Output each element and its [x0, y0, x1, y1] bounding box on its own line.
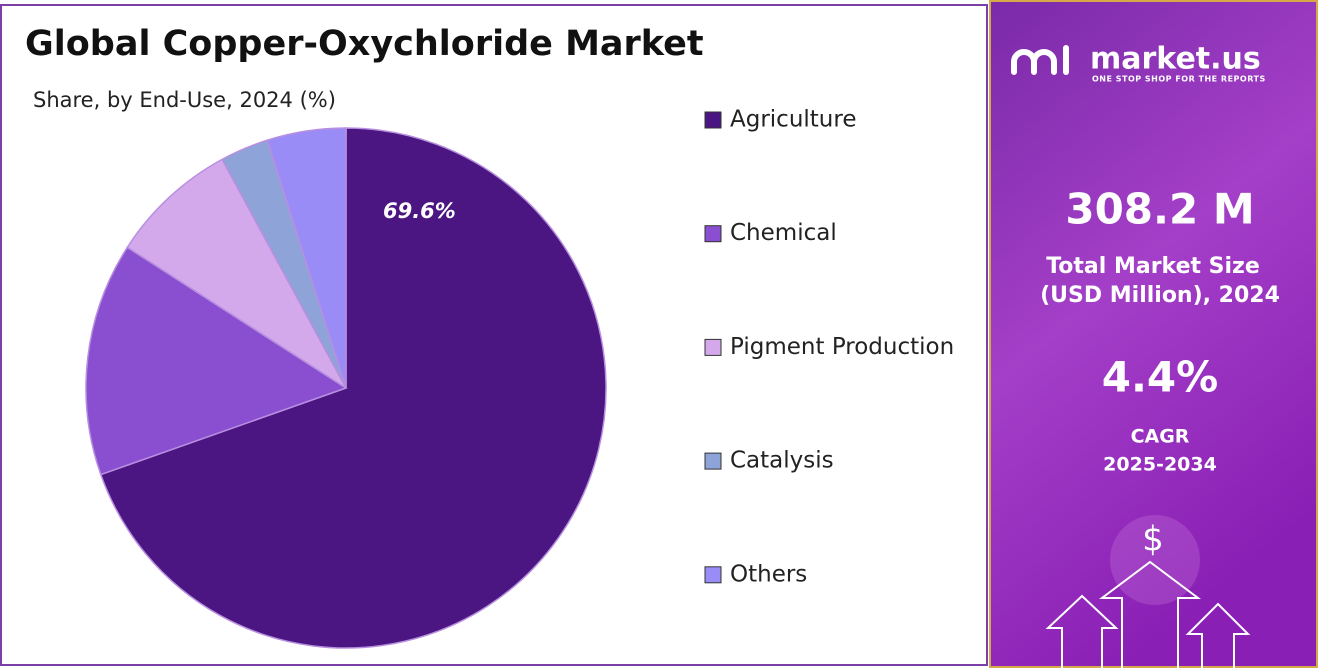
cagr: 4.4% [1102, 353, 1218, 402]
legend-swatch [704, 338, 722, 356]
market-size-caption: (USD Million), 2024 [1040, 283, 1280, 308]
chart-subtitle: Share, by End-Use, 2024 (%) [33, 88, 336, 112]
market-size: 308.2 M [1065, 185, 1254, 234]
data-label: 69.6% [383, 199, 456, 223]
pie-slice [126, 158, 347, 389]
legend-label: Catalysis [730, 448, 834, 474]
dollar-icon: $ [1142, 520, 1164, 560]
pie-slice [99, 127, 607, 649]
legend-label: Others [730, 561, 807, 587]
legend-swatch [704, 452, 722, 470]
chart-title: Global Copper-Oxychloride Market [25, 24, 704, 64]
market-size-caption: Total Market Size [1046, 254, 1260, 279]
cagr-caption: CAGR [1131, 426, 1190, 448]
tagline: ONE STOP SHOP FOR THE REPORTS [1092, 75, 1266, 84]
legend-swatch [704, 566, 722, 584]
pie: 69.6% [85, 127, 607, 649]
legend-swatch [704, 225, 722, 243]
side-panel [989, 0, 1318, 668]
brand: market.us [1090, 42, 1261, 77]
legend-swatch [704, 111, 722, 129]
legend-label: Chemical [730, 220, 837, 246]
cagr-caption: 2025-2034 [1103, 454, 1217, 476]
logo-icon [1011, 45, 1069, 75]
legend-label: Pigment Production [730, 334, 954, 360]
arrows-decor [1045, 560, 1251, 668]
legend-label: Agriculture [730, 107, 857, 133]
pie-slice [85, 246, 348, 476]
pie-slice [266, 127, 347, 389]
legend: Agriculture Chemical Pigment Production Cat… [704, 107, 954, 587]
